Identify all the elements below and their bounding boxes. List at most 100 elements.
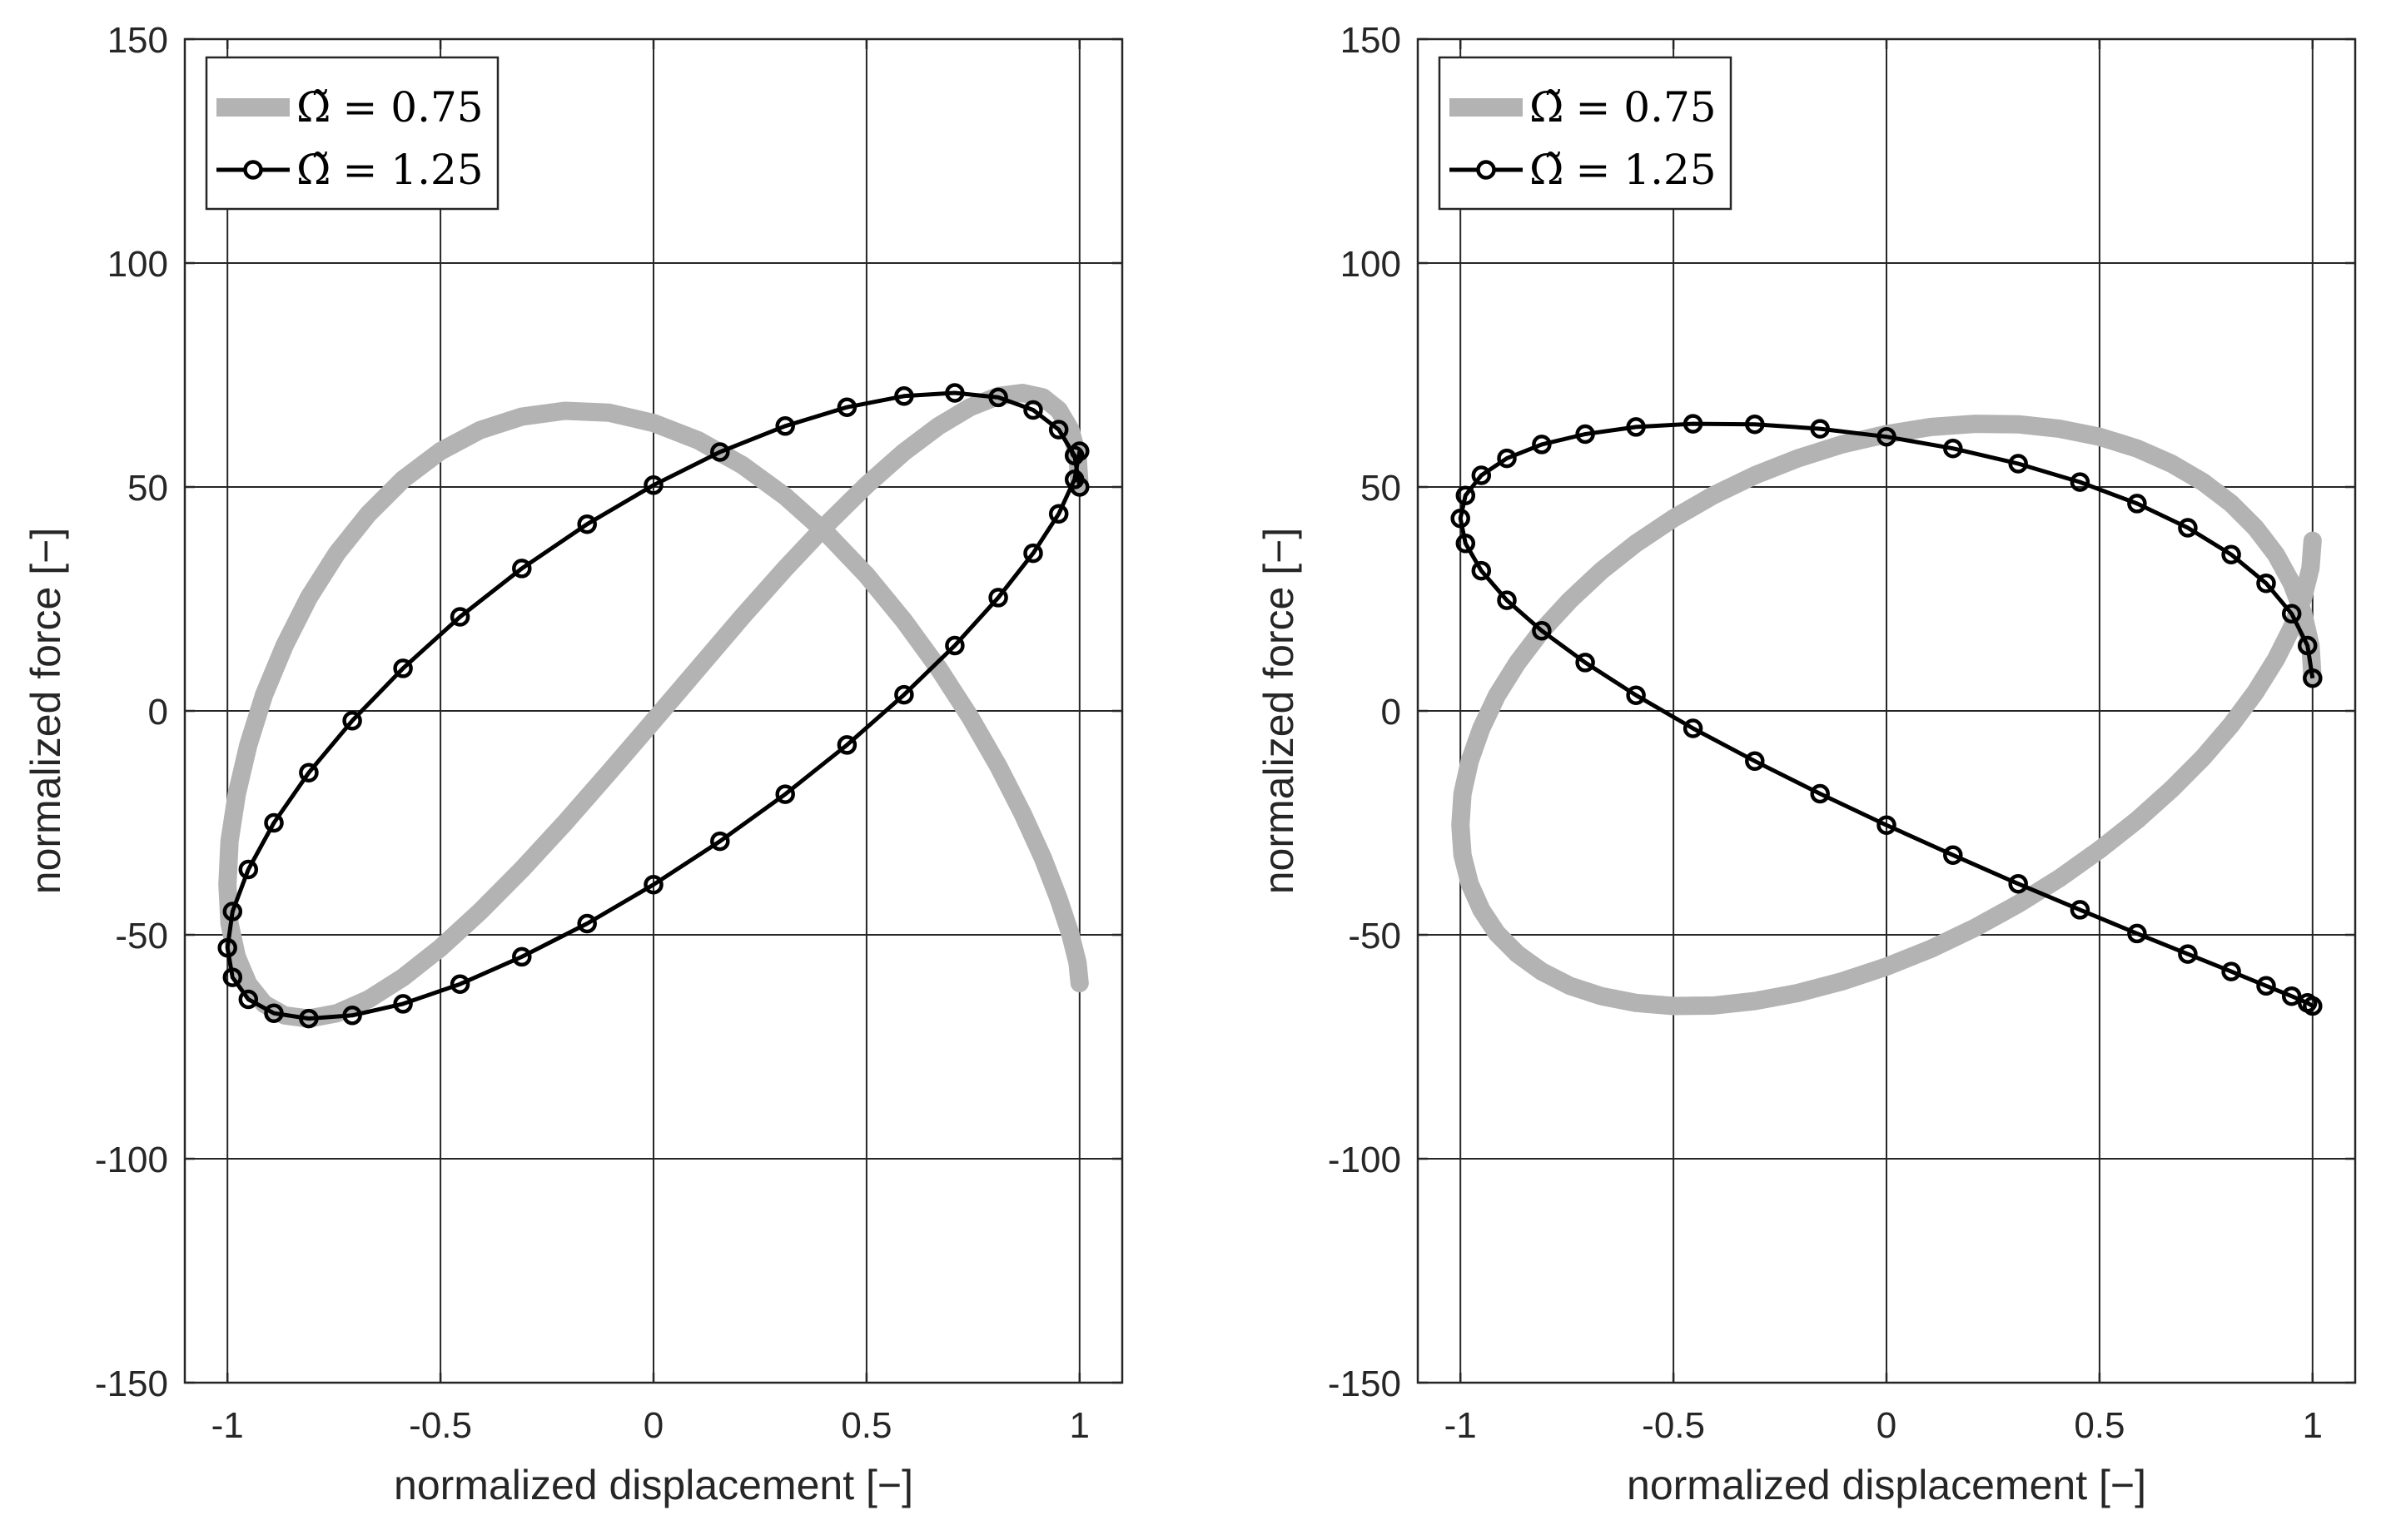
data-point-marker (1745, 414, 1765, 435)
data-point-marker (1745, 751, 1765, 772)
data-point-marker (1455, 534, 1476, 554)
x-tick-label: 1 (1070, 1405, 1090, 1446)
y-tick-label: -150 (95, 1364, 168, 1404)
data-point-marker (2303, 668, 2323, 688)
data-point-marker (1810, 783, 1830, 804)
data-point-marker (2008, 873, 2028, 894)
left-chart-panel: -1 -0.5 0 0.5 1 -150 -100 -50 0 50 100 150 normalize… (22, 20, 1124, 1508)
x-tick-label: -0.5 (409, 1405, 472, 1446)
data-point-marker (299, 1008, 319, 1029)
legend-entry: Ω̃ = 1.25 (1449, 146, 1717, 194)
series-line-thick-gray (1451, 415, 2322, 1016)
legend-entry: Ω̃ = 1.25 (216, 146, 484, 194)
series-thick-gray (218, 384, 1089, 1028)
data-point-marker (2297, 635, 2318, 656)
y-tick-label: 100 (107, 244, 168, 285)
data-point-marker (2070, 472, 2090, 492)
data-point-marker (1683, 414, 1703, 434)
x-tick-label: 0 (644, 1405, 664, 1446)
data-point-marker (2127, 923, 2147, 944)
data-point-marker (1532, 435, 1552, 455)
legend-symbol: Ω̃ (296, 146, 331, 194)
y-tick-label: 50 (127, 468, 168, 509)
data-point-marker (1943, 845, 1963, 865)
series-black-circles (217, 383, 1090, 1029)
data-point-marker (1455, 485, 1476, 505)
x-tick-label: -1 (211, 1405, 244, 1446)
legend-value: = 0.75 (342, 83, 483, 132)
data-point-marker (342, 711, 362, 731)
legend-label: Ω̃ = 0.75 (1529, 83, 1717, 132)
data-point-marker (2281, 986, 2302, 1006)
grid (1418, 38, 2355, 1384)
data-point-marker (2256, 573, 2276, 594)
y-tick-label: 50 (1360, 468, 1401, 509)
data-point-marker (837, 735, 857, 755)
series-thick-gray (1451, 415, 2322, 1016)
data-point-marker (1575, 653, 1595, 673)
data-point-marker (945, 635, 965, 656)
legend-symbol: Ω̃ (1529, 146, 1563, 194)
data-point-marker (1810, 419, 1830, 439)
data-point-marker (1023, 543, 1043, 564)
legend-swatch-marker (1476, 160, 1496, 180)
legend-symbol: Ω̃ (1529, 83, 1563, 132)
data-point-marker (2127, 494, 2147, 514)
x-tick-label: -1 (1444, 1405, 1477, 1446)
legend-box (205, 56, 500, 211)
data-point-marker (988, 588, 1008, 608)
data-point-marker (1943, 438, 1963, 459)
data-point-marker (1497, 590, 1517, 610)
y-axis-label: normalized force [−] (22, 528, 69, 894)
legend: Ω̃ = 0.75 Ω̃ = 1.25 (1438, 56, 1732, 211)
data-point-marker (988, 387, 1008, 408)
y-tick-label: 150 (107, 20, 168, 61)
data-point-marker (1023, 400, 1043, 420)
legend-value: = 0.75 (1575, 83, 1716, 132)
data-point-marker (450, 974, 470, 994)
data-point-marker (264, 1003, 284, 1023)
data-point-marker (1876, 426, 1896, 447)
y-tick-label: 0 (1381, 692, 1401, 733)
data-point-marker (710, 442, 730, 462)
y-tick-label: -50 (1348, 916, 1401, 956)
data-point-marker (238, 989, 259, 1010)
data-point-marker (2221, 961, 2241, 981)
x-tick-label: -0.5 (1642, 1405, 1705, 1446)
data-point-marker (222, 902, 243, 922)
data-point-marker (2303, 996, 2323, 1016)
x-tick-label: 0.5 (841, 1405, 892, 1446)
axes-box (1416, 37, 2357, 1384)
data-point-marker (1070, 441, 1090, 461)
series-line-black (1458, 421, 2315, 1008)
data-point-marker (1471, 465, 1492, 485)
data-point-marker (1876, 815, 1896, 835)
y-tick-label: -150 (1328, 1364, 1401, 1404)
legend-symbol: Ω̃ (296, 83, 331, 132)
data-point-marker (450, 607, 470, 627)
data-point-marker (1048, 420, 1069, 440)
data-point-marker (1626, 417, 1646, 437)
legend-entry: Ω̃ = 0.75 (1449, 83, 1717, 132)
legend-swatch-marker (243, 160, 263, 180)
data-point-marker (2178, 944, 2198, 964)
data-point-marker (644, 874, 664, 895)
legend-label: Ω̃ = 1.25 (296, 146, 484, 194)
data-point-marker (644, 475, 664, 495)
data-point-marker (299, 763, 319, 782)
y-tick-label: 0 (148, 692, 168, 733)
data-point-marker (775, 784, 795, 804)
x-tick-label: 0.5 (2074, 1405, 2125, 1446)
data-point-marker (2281, 604, 2302, 624)
x-axis-label: normalized displacement [−] (1627, 1462, 2146, 1508)
data-point-marker (945, 383, 965, 403)
data-point-marker (264, 812, 284, 833)
y-axis-label: normalized force [−] (1255, 528, 1302, 894)
data-point-marker (512, 559, 532, 579)
data-point-marker (512, 946, 532, 967)
legend: Ω̃ = 0.75 Ω̃ = 1.25 (205, 56, 500, 211)
x-tick-label: 0 (1876, 1405, 1896, 1446)
data-point-marker (1575, 424, 1595, 445)
data-point-marker (1683, 718, 1703, 738)
